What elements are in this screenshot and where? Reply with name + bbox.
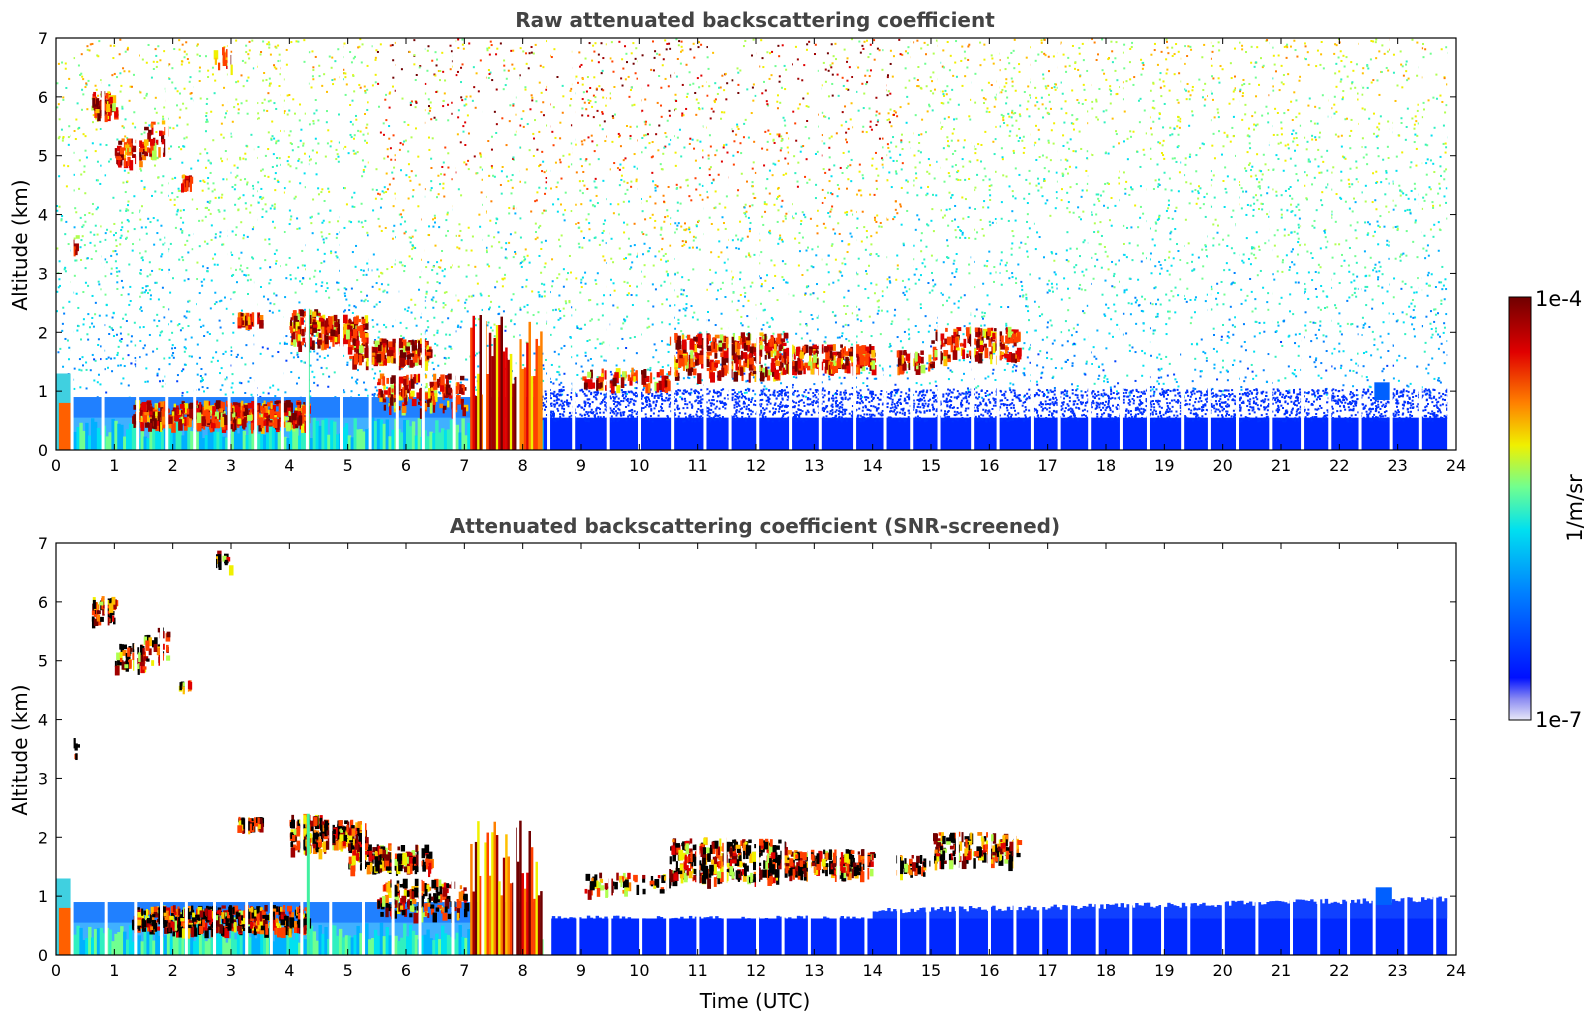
raw-x-tick-label: 0	[51, 456, 61, 475]
snr-x-tick-label: 3	[226, 961, 236, 980]
snr-x-tick-label: 7	[459, 961, 469, 980]
snr-x-tick-label: 13	[804, 961, 824, 980]
snr-x-tick-label: 14	[862, 961, 882, 980]
raw-backscatter-panel: Raw attenuated backscattering coefficien…	[8, 8, 1466, 475]
snr-cloud-features	[71, 550, 1392, 955]
snr-y-tick-label: 0	[38, 946, 48, 965]
snr-x-tick-label: 19	[1154, 961, 1174, 980]
raw-panel-title: Raw attenuated backscattering coefficien…	[515, 8, 995, 32]
raw-x-tick-label: 7	[459, 456, 469, 475]
raw-x-ticks: 0 1 2 3 4 5 6 7 8 9 10 11 12 13 14 15 16 17 18 19 20 21 22 23 24	[51, 38, 1466, 475]
raw-x-tick-label: 13	[804, 456, 824, 475]
raw-x-tick-label: 15	[921, 456, 941, 475]
snr-y-tick-label: 1	[38, 887, 48, 906]
snr-panel-title: Attenuated backscattering coefficient (S…	[450, 514, 1060, 538]
raw-y-tick-label: 2	[38, 323, 48, 342]
raw-x-tick-label: 12	[746, 456, 766, 475]
snr-x-tick-label: 17	[1037, 961, 1057, 980]
snr-x-tick-label: 5	[343, 961, 353, 980]
snr-x-tick-label: 8	[518, 961, 528, 980]
raw-x-tick-label: 19	[1154, 456, 1174, 475]
snr-y-tick-label: 2	[38, 828, 48, 847]
snr-x-tick-label: 23	[1387, 961, 1407, 980]
snr-y-tick-label: 7	[38, 534, 48, 553]
colorbar: 1e-4 1e-7 1/m/sr	[1508, 287, 1587, 732]
snr-x-tick-label: 2	[168, 961, 178, 980]
x-axis-label: Time (UTC)	[699, 989, 811, 1013]
snr-x-tick-label: 11	[687, 961, 707, 980]
raw-noise-field	[56, 38, 1450, 400]
raw-y-tick-label: 6	[38, 88, 48, 107]
raw-x-tick-label: 2	[168, 456, 178, 475]
colorbar-min-label: 1e-7	[1535, 708, 1582, 732]
raw-heatmap	[56, 38, 1456, 450]
snr-backscatter-panel: Attenuated backscattering coefficient (S…	[8, 514, 1466, 1013]
raw-x-tick-label: 23	[1387, 456, 1407, 475]
snr-x-tick-label: 24	[1446, 961, 1466, 980]
raw-x-tick-label: 3	[226, 456, 236, 475]
raw-x-tick-label: 18	[1096, 456, 1116, 475]
snr-x-tick-label: 6	[401, 961, 411, 980]
snr-x-tick-label: 22	[1329, 961, 1349, 980]
raw-data-gaps	[70, 38, 1456, 450]
raw-x-tick-label: 20	[1212, 456, 1232, 475]
raw-x-tick-label: 5	[343, 456, 353, 475]
colorbar-max-label: 1e-4	[1535, 287, 1582, 311]
raw-x-tick-label: 1	[109, 456, 119, 475]
raw-x-tick-label: 17	[1037, 456, 1057, 475]
raw-x-tick-label: 10	[629, 456, 649, 475]
snr-x-ticks: 0 1 2 3 4 5 6 7 8 9 10 11 12 13 14 15 16 17 18 19 20 21 22 23 24	[51, 543, 1466, 980]
snr-data-gaps	[70, 543, 1456, 955]
raw-x-tick-label: 4	[284, 456, 294, 475]
colorbar-gradient	[1508, 296, 1532, 721]
raw-x-tick-label: 21	[1271, 456, 1291, 475]
raw-x-tick-label: 14	[862, 456, 882, 475]
snr-x-tick-label: 0	[51, 961, 61, 980]
snr-x-tick-label: 10	[629, 961, 649, 980]
snr-x-tick-label: 15	[921, 961, 941, 980]
snr-y-tick-label: 5	[38, 652, 48, 671]
raw-y-tick-label: 0	[38, 441, 48, 460]
raw-y-tick-label: 4	[38, 206, 48, 225]
colorbar-unit-label: 1/m/sr	[1563, 474, 1587, 542]
snr-y-axis-label: Altitude (km)	[8, 684, 32, 815]
raw-x-tick-label: 24	[1446, 456, 1466, 475]
snr-y-tick-label: 6	[38, 593, 48, 612]
raw-x-tick-label: 16	[979, 456, 999, 475]
snr-x-tick-label: 18	[1096, 961, 1116, 980]
raw-y-tick-label: 1	[38, 382, 48, 401]
raw-y-axis-label: Altitude (km)	[8, 179, 32, 310]
snr-x-tick-label: 16	[979, 961, 999, 980]
snr-y-tick-label: 4	[38, 711, 48, 730]
raw-cloud-features	[70, 47, 1392, 450]
snr-x-tick-label: 4	[284, 961, 294, 980]
snr-x-tick-label: 1	[109, 961, 119, 980]
snr-y-tick-label: 3	[38, 769, 48, 788]
snr-y-ticks: 0 1 2 3 4 5 6 7	[38, 534, 1456, 965]
raw-x-tick-label: 8	[518, 456, 528, 475]
snr-x-tick-label: 21	[1271, 961, 1291, 980]
raw-y-tick-label: 5	[38, 147, 48, 166]
raw-y-ticks: 0 1 2 3 4 5 6 7	[38, 29, 1456, 460]
snr-x-tick-label: 12	[746, 961, 766, 980]
raw-y-tick-label: 3	[38, 264, 48, 283]
raw-x-tick-label: 11	[687, 456, 707, 475]
snr-heatmap	[56, 543, 1456, 955]
snr-x-tick-label: 9	[576, 961, 586, 980]
raw-y-tick-label: 7	[38, 29, 48, 48]
raw-plot-frame	[55, 37, 1457, 451]
raw-x-tick-label: 9	[576, 456, 586, 475]
snr-x-tick-label: 20	[1212, 961, 1232, 980]
snr-plot-frame	[55, 542, 1457, 956]
raw-x-tick-label: 6	[401, 456, 411, 475]
raw-x-tick-label: 22	[1329, 456, 1349, 475]
